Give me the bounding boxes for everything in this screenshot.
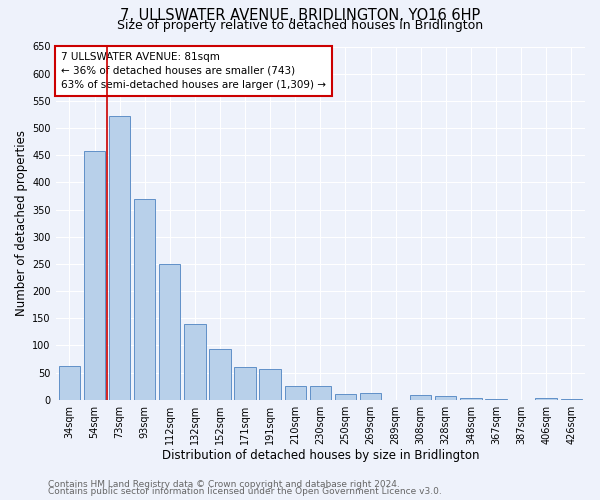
Bar <box>259 370 281 400</box>
Bar <box>209 349 230 400</box>
Bar <box>284 386 306 400</box>
Bar <box>560 398 582 400</box>
X-axis label: Distribution of detached houses by size in Bridlington: Distribution of detached houses by size … <box>161 450 479 462</box>
Text: Contains public sector information licensed under the Open Government Licence v3: Contains public sector information licen… <box>48 487 442 496</box>
Bar <box>109 116 130 400</box>
Bar <box>235 367 256 400</box>
Bar <box>410 396 431 400</box>
Text: Contains HM Land Registry data © Crown copyright and database right 2024.: Contains HM Land Registry data © Crown c… <box>48 480 400 489</box>
Bar <box>184 324 206 400</box>
Bar <box>310 386 331 400</box>
Bar <box>335 394 356 400</box>
Bar <box>84 152 105 400</box>
Bar <box>360 392 381 400</box>
Bar <box>535 398 557 400</box>
Y-axis label: Number of detached properties: Number of detached properties <box>15 130 28 316</box>
Bar <box>159 264 181 400</box>
Bar <box>59 366 80 400</box>
Bar <box>435 396 457 400</box>
Bar <box>460 398 482 400</box>
Text: 7, ULLSWATER AVENUE, BRIDLINGTON, YO16 6HP: 7, ULLSWATER AVENUE, BRIDLINGTON, YO16 6… <box>120 8 480 22</box>
Text: Size of property relative to detached houses in Bridlington: Size of property relative to detached ho… <box>117 18 483 32</box>
Bar <box>134 199 155 400</box>
Text: 7 ULLSWATER AVENUE: 81sqm
← 36% of detached houses are smaller (743)
63% of semi: 7 ULLSWATER AVENUE: 81sqm ← 36% of detac… <box>61 52 326 90</box>
Bar <box>485 398 506 400</box>
